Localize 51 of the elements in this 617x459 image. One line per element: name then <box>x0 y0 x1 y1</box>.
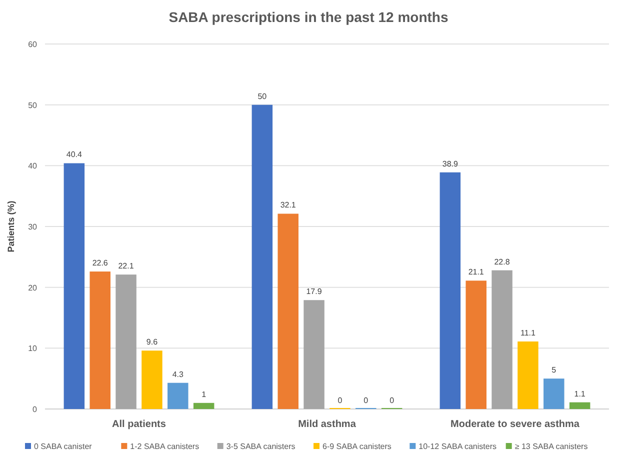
legend-label: 10-12 SABA canisters <box>418 442 496 451</box>
y-tick-label: 50 <box>28 100 38 110</box>
data-label: 22.6 <box>92 258 108 268</box>
data-label: 21.1 <box>468 268 484 277</box>
bar <box>252 104 273 409</box>
x-tick-label: Mild asthma <box>298 419 356 430</box>
bar <box>116 274 136 409</box>
data-label: 0 <box>364 396 369 405</box>
bar <box>142 350 162 409</box>
legend-label: 6-9 SABA canisters <box>322 442 392 451</box>
data-label: 40.4 <box>66 150 83 160</box>
data-label: 1 <box>202 390 207 399</box>
bar <box>64 163 85 409</box>
chart-title: SABA prescriptions in the past 12 months <box>168 9 448 25</box>
x-tick-label: All patients <box>112 419 166 430</box>
bar <box>193 402 214 409</box>
data-label: 9.6 <box>146 338 158 347</box>
bar <box>304 300 324 409</box>
y-axis-title: Patients (%) <box>6 200 16 252</box>
bar <box>544 378 564 409</box>
legend-label: 0 SABA canister <box>34 442 92 451</box>
data-label: 11.1 <box>520 328 536 338</box>
y-tick-label: 30 <box>28 222 38 232</box>
y-tick-label: 40 <box>28 162 38 171</box>
data-label: 1.1 <box>574 389 586 398</box>
y-tick-label: 0 <box>32 405 38 414</box>
y-tick-label: 60 <box>28 40 38 49</box>
bar <box>518 341 538 409</box>
legend-label: ≥ 13 SABA canisters <box>514 442 588 451</box>
data-label: 38.9 <box>442 159 459 168</box>
bar <box>569 402 590 409</box>
legend-label: 3-5 SABA canisters <box>226 442 296 451</box>
data-label: 17.9 <box>306 287 322 296</box>
data-label: 5 <box>552 366 557 375</box>
bar <box>466 280 486 409</box>
bar <box>168 382 188 409</box>
bar <box>90 272 110 409</box>
bar <box>492 270 512 409</box>
data-label: 4.3 <box>172 370 184 379</box>
bar <box>440 172 461 409</box>
x-tick-label: Moderate to severe asthma <box>450 419 580 430</box>
y-tick-label: 10 <box>28 344 38 354</box>
y-tick-label: 20 <box>28 283 38 292</box>
data-label: 0 <box>338 396 343 405</box>
data-label: 50 <box>258 92 268 101</box>
data-label: 32.1 <box>280 200 296 210</box>
data-label: 0 <box>390 396 395 405</box>
bar <box>278 214 298 409</box>
legend-label: 1-2 SABA canisters <box>130 442 200 451</box>
data-label: 22.8 <box>494 257 510 266</box>
data-label: 22.1 <box>118 262 134 271</box>
